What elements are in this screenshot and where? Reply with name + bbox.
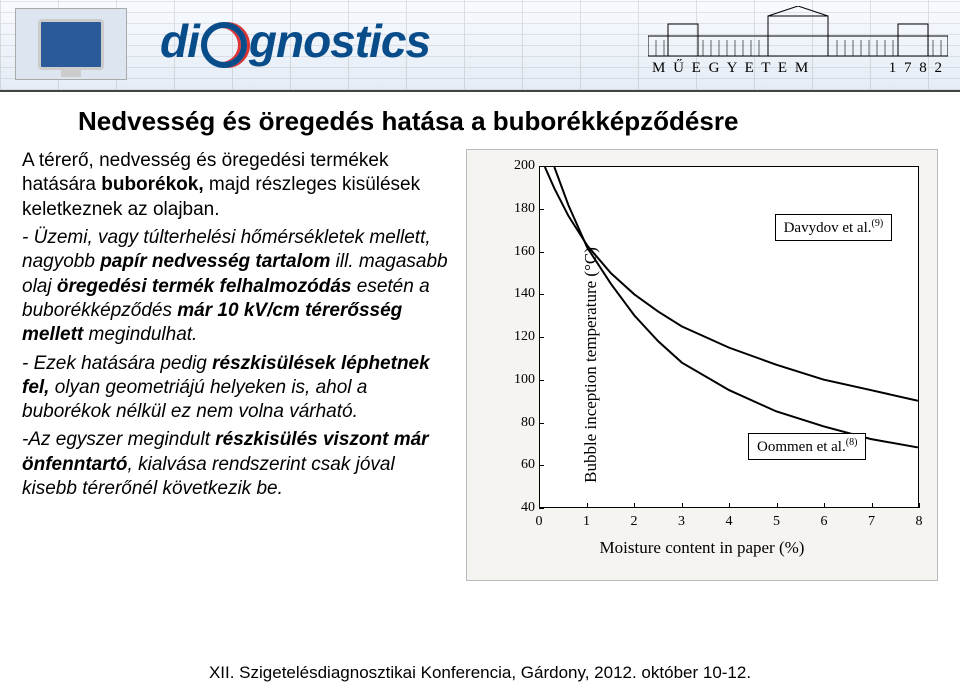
text-column: A térerő, nedvesség és öregedési terméke… <box>22 149 452 581</box>
building-icon <box>648 6 948 58</box>
x-tick-label: 5 <box>773 514 780 530</box>
chart-column: Bubble inception temperature (°C) Moistu… <box>466 149 942 581</box>
header-banner: di gnostics <box>0 0 960 92</box>
slide-title: Nedvesség és öregedés hatása a buborékké… <box>78 106 942 137</box>
legend-oommen: Oommen et al.(8) <box>748 433 866 460</box>
y-axis-label: Bubble inception temperature (°C) <box>581 247 601 483</box>
logo-text-right: gnostics <box>249 14 430 68</box>
x-tick-label: 6 <box>821 514 828 530</box>
monitor-icon <box>38 19 104 70</box>
legend-davydov: Davydov et al.(9) <box>775 214 893 241</box>
y-tick-label: 140 <box>495 286 535 302</box>
p2-b: papír nedvesség tartalom <box>100 251 330 272</box>
x-tick-label: 0 <box>536 514 543 530</box>
p3-a: - Ezek hatására pedig <box>22 353 212 374</box>
x-tick-label: 4 <box>726 514 733 530</box>
university-logo: M Ű E G Y E T E M 1 7 8 2 <box>648 6 948 82</box>
y-tick-label: 160 <box>495 244 535 260</box>
y-tick-label: 120 <box>495 329 535 345</box>
slide-content: Nedvesség és öregedés hatása a buborékké… <box>0 100 960 693</box>
y-tick-label: 40 <box>495 500 535 516</box>
x-tick-label: 1 <box>583 514 590 530</box>
columns: A térerő, nedvesség és öregedési terméke… <box>22 149 942 581</box>
y-tick-label: 180 <box>495 201 535 217</box>
x-tick-label: 7 <box>868 514 875 530</box>
logo-text-left: di <box>160 14 199 68</box>
y-tick-label: 60 <box>495 457 535 473</box>
x-axis-label: Moisture content in paper (%) <box>600 538 805 558</box>
paragraph-3: - Ezek hatására pedig részkisülések léph… <box>22 352 452 425</box>
diagnostics-logo: di gnostics <box>160 14 430 68</box>
computer-icon <box>15 8 127 80</box>
paragraph-1: A térerő, nedvesség és öregedési terméke… <box>22 149 452 222</box>
x-tick-label: 8 <box>916 514 923 530</box>
y-tick-label: 200 <box>495 158 535 174</box>
slide-footer: XII. Szigetelésdiagnosztikai Konferencia… <box>0 663 960 683</box>
caption-left: M Ű E G Y E T E M <box>652 60 810 77</box>
p3-c: olyan geometriájú helyeken is, ahol a bu… <box>22 377 367 422</box>
paragraph-4: -Az egyszer megindult részkisülés viszon… <box>22 428 452 501</box>
caption-right: 1 7 8 2 <box>889 60 944 77</box>
paragraph-2: - Üzemi, vagy túlterhelési hőmérsékletek… <box>22 226 452 348</box>
y-tick-label: 80 <box>495 415 535 431</box>
p4-a: -Az egyszer megindult <box>22 429 215 450</box>
x-tick-label: 3 <box>678 514 685 530</box>
p1-b: buborékok, <box>101 174 203 195</box>
bubble-inception-chart: Bubble inception temperature (°C) Moistu… <box>466 149 938 581</box>
p2-g: megindulhat. <box>83 324 197 345</box>
logo-ring-icon <box>201 22 247 68</box>
university-caption: M Ű E G Y E T E M 1 7 8 2 <box>648 58 948 77</box>
p2-d: öregedési termék felhalmozódás <box>57 276 352 297</box>
y-tick-label: 100 <box>495 372 535 388</box>
x-tick-label: 2 <box>631 514 638 530</box>
